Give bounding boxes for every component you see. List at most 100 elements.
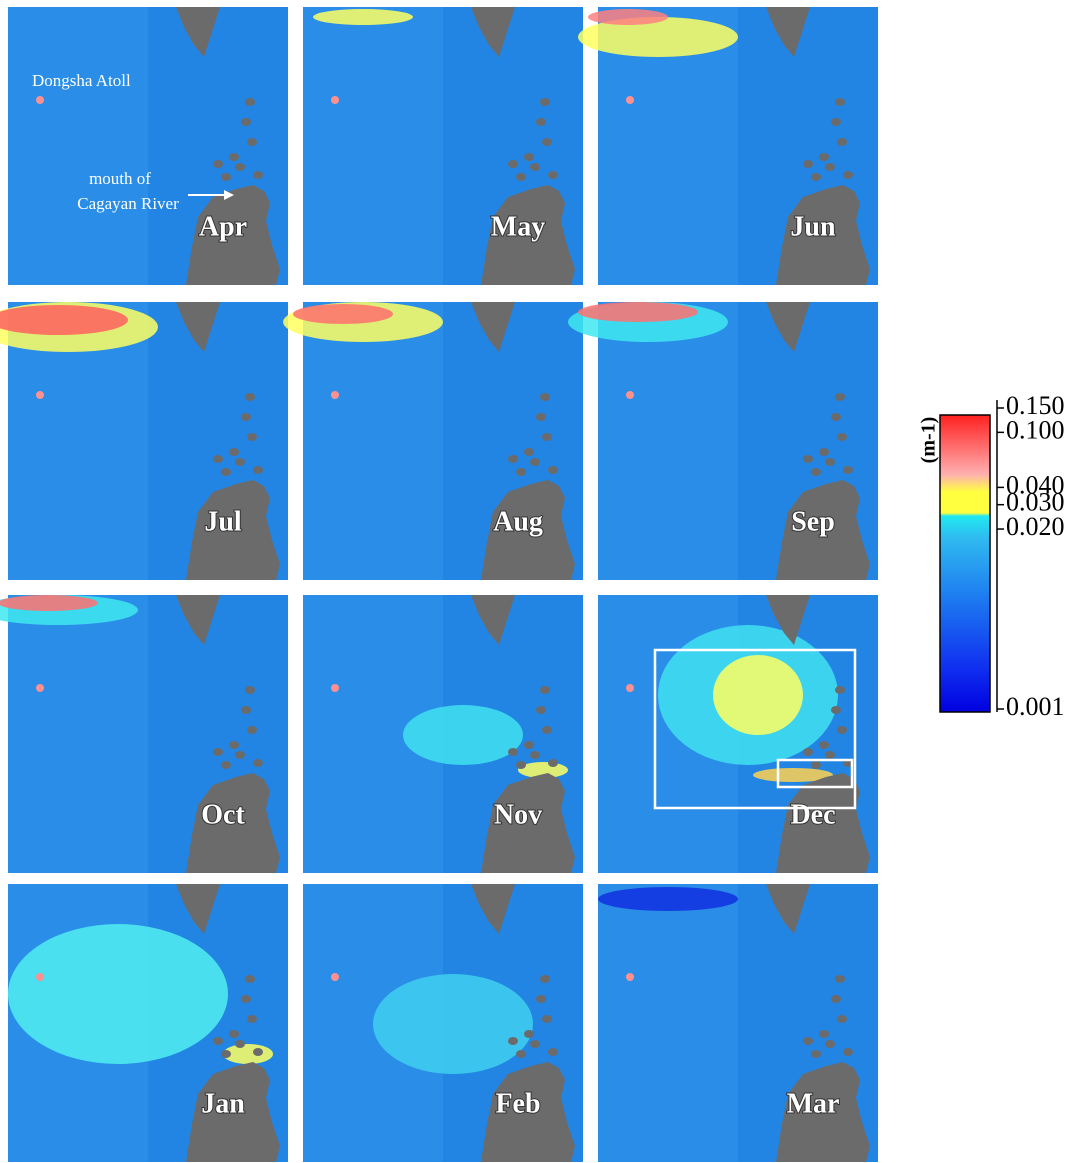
- island: [235, 163, 245, 171]
- island: [245, 686, 255, 694]
- island: [221, 1050, 231, 1058]
- island: [542, 433, 552, 441]
- island: [524, 1030, 534, 1038]
- island: [213, 160, 223, 168]
- colorbar: [940, 415, 990, 712]
- island: [843, 1048, 853, 1056]
- island: [803, 455, 813, 463]
- island: [843, 466, 853, 474]
- island: [819, 153, 829, 161]
- atoll: [36, 684, 44, 692]
- atoll: [626, 96, 634, 104]
- map-panel: Jun: [578, 7, 878, 285]
- island: [825, 1040, 835, 1048]
- river-label: mouth of: [89, 169, 151, 188]
- colorbar-tick-label: 0.001: [1006, 692, 1065, 721]
- island: [235, 751, 245, 759]
- island: [247, 1015, 257, 1023]
- map-panel: Jul: [0, 302, 288, 580]
- island: [835, 975, 845, 983]
- island: [213, 748, 223, 756]
- island: [837, 138, 847, 146]
- plume: [0, 595, 98, 611]
- island: [253, 759, 263, 767]
- month-label: Apr: [199, 211, 247, 242]
- island: [235, 458, 245, 466]
- island: [835, 686, 845, 694]
- island: [235, 1040, 245, 1048]
- island: [803, 748, 813, 756]
- island: [221, 468, 231, 476]
- island: [819, 1030, 829, 1038]
- island: [819, 741, 829, 749]
- island: [835, 393, 845, 401]
- island: [516, 761, 526, 769]
- island: [508, 160, 518, 168]
- island: [530, 751, 540, 759]
- atoll: [331, 973, 339, 981]
- island: [540, 686, 550, 694]
- island: [508, 455, 518, 463]
- island: [516, 173, 526, 181]
- island: [241, 413, 251, 421]
- plume: [313, 9, 413, 25]
- island: [540, 393, 550, 401]
- month-label: Jun: [790, 211, 836, 242]
- island: [825, 458, 835, 466]
- island: [843, 171, 853, 179]
- plume: [373, 974, 533, 1074]
- atoll: [36, 96, 44, 104]
- map-panel: Nov: [303, 595, 583, 873]
- map-panel: Jan: [8, 884, 288, 1162]
- island: [221, 761, 231, 769]
- atoll: [36, 391, 44, 399]
- month-label: Oct: [201, 799, 245, 830]
- island: [811, 468, 821, 476]
- atoll-label: Dongsha Atoll: [32, 71, 131, 90]
- island: [536, 118, 546, 126]
- island: [542, 138, 552, 146]
- island: [247, 138, 257, 146]
- island: [524, 448, 534, 456]
- atoll: [331, 391, 339, 399]
- atoll: [36, 973, 44, 981]
- map-panel: Dec: [598, 595, 878, 873]
- island: [831, 706, 841, 714]
- island: [241, 995, 251, 1003]
- island: [548, 759, 558, 767]
- figure: AprDongsha Atollmouth ofCagayan RiverMay…: [0, 0, 1088, 1163]
- month-label: Jan: [201, 1088, 245, 1119]
- map-panel: Oct: [0, 595, 288, 873]
- island: [530, 163, 540, 171]
- month-label: Dec: [790, 799, 835, 830]
- island: [803, 1037, 813, 1045]
- map-panel: Aug: [283, 302, 583, 580]
- island: [241, 118, 251, 126]
- island: [837, 1015, 847, 1023]
- island: [530, 458, 540, 466]
- island: [508, 1037, 518, 1045]
- plume: [403, 705, 523, 765]
- plume: [598, 887, 738, 911]
- island: [508, 748, 518, 756]
- month-label: Jul: [204, 506, 242, 537]
- map-panel: Mar: [598, 884, 878, 1162]
- island: [536, 706, 546, 714]
- map-panel: Apr Dongsha Atoll mouth of Cagayan River: [8, 7, 288, 285]
- island: [245, 98, 255, 106]
- plume: [588, 9, 668, 25]
- island: [213, 455, 223, 463]
- plume: [578, 302, 698, 322]
- island: [247, 726, 257, 734]
- river-label: Cagayan River: [77, 194, 179, 213]
- atoll: [626, 684, 634, 692]
- month-label: Mar: [787, 1088, 840, 1119]
- colorbar-tick-label: 0.100: [1006, 415, 1065, 444]
- island: [229, 153, 239, 161]
- island: [213, 1037, 223, 1045]
- island: [837, 726, 847, 734]
- island: [825, 751, 835, 759]
- island: [245, 393, 255, 401]
- map-panel: Sep: [568, 302, 878, 580]
- island: [542, 726, 552, 734]
